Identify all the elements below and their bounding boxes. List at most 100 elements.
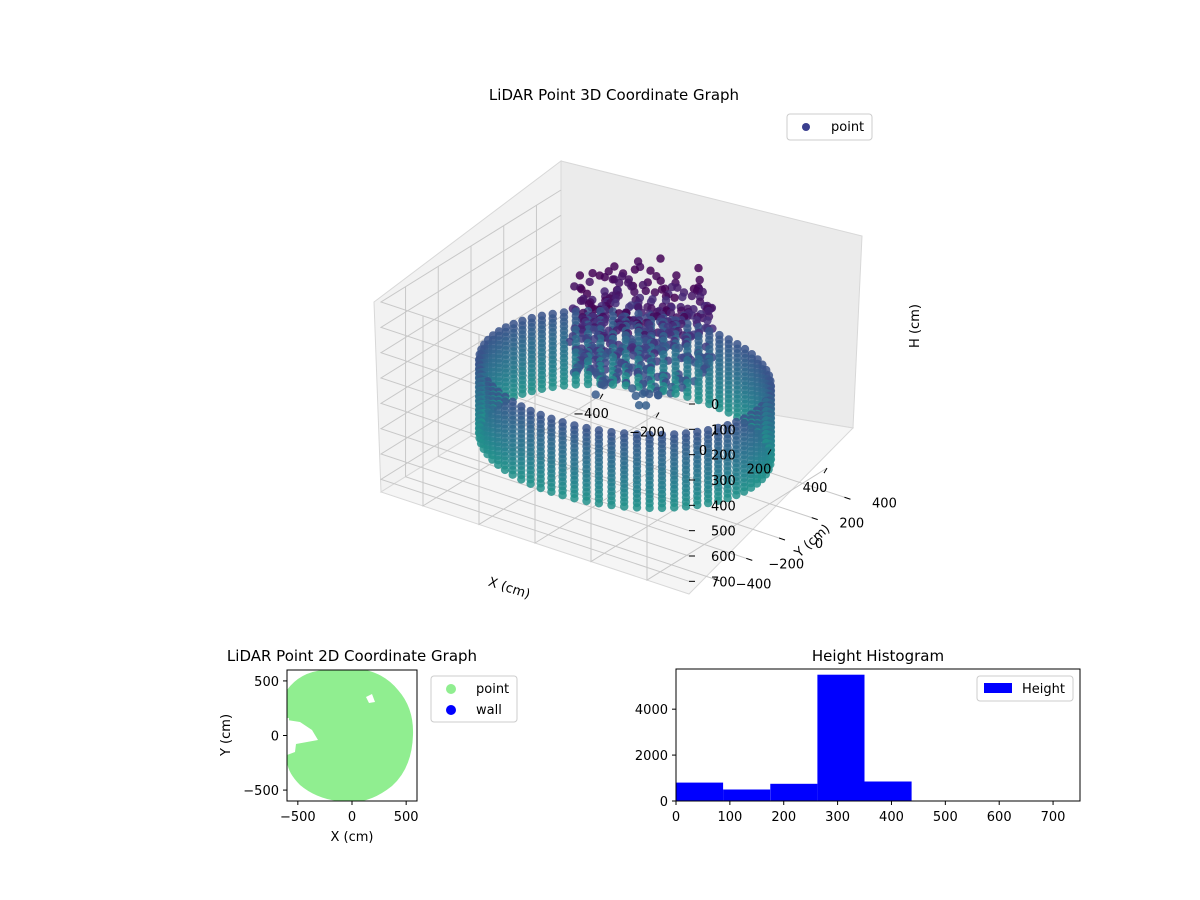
- legend-2d-marker-wall: [446, 705, 456, 715]
- z-tick-label-3d: 100: [711, 423, 736, 438]
- point-3d: [583, 379, 593, 389]
- legend-2d-marker-point: [446, 684, 456, 694]
- x-tick-label-histogram: 0: [672, 810, 680, 825]
- point-3d: [703, 498, 713, 508]
- histogram-bar: [676, 782, 724, 801]
- chart-2d: LiDAR Point 2D Coordinate Graph −500 0 500…: [219, 647, 518, 845]
- point-3d: [571, 380, 580, 389]
- point-3d: [611, 299, 620, 308]
- point-3d: [600, 273, 609, 282]
- x-tick-label-2d: −500: [280, 810, 316, 825]
- point-3d: [526, 479, 535, 488]
- z-tick-label-3d: 600: [711, 550, 736, 565]
- legend-histogram-label: Height: [1022, 682, 1065, 697]
- x-tick-label-histogram: 300: [825, 810, 850, 825]
- point-3d: [631, 391, 640, 401]
- point-3d: [634, 382, 643, 391]
- point-3d: [739, 487, 749, 496]
- point-3d: [656, 276, 665, 285]
- point-3d: [671, 389, 680, 398]
- point-3d: [678, 292, 687, 302]
- point-3d: [723, 493, 732, 503]
- z-axis-label-3d: H (cm): [908, 304, 923, 348]
- point-3d: [500, 465, 510, 475]
- point-3d: [548, 382, 557, 392]
- chart-histogram: Height Histogram 0 100 200 300 400 500 600 7000…: [635, 647, 1081, 825]
- point-3d: [661, 296, 671, 305]
- point-3d: [694, 395, 703, 405]
- plot-frame-histogram: [675, 668, 1081, 802]
- point-3d: [632, 503, 642, 512]
- point-3d: [558, 491, 567, 500]
- z-tick-label-3d: 400: [711, 499, 736, 514]
- point-3d: [645, 389, 654, 399]
- point-3d: [527, 386, 536, 396]
- x-tick-label-histogram: 100: [717, 810, 742, 825]
- x-tick-label-2d: 500: [394, 810, 419, 825]
- x-tick-label-3d: 0: [699, 444, 707, 459]
- point-3d: [617, 272, 627, 281]
- point-3d: [634, 401, 644, 410]
- point-3d: [687, 291, 697, 301]
- point-3d: [494, 460, 503, 469]
- legend-2d-label-point: point: [476, 682, 509, 697]
- point-3d: [695, 275, 704, 285]
- point-3d: [588, 269, 597, 278]
- y-axis-label-2d: Y (cm): [219, 714, 234, 757]
- point-3d: [752, 479, 762, 488]
- z-tick-label-3d: 700: [711, 575, 736, 590]
- x-tick-label-3d: −200: [629, 425, 665, 440]
- point-3d: [630, 287, 639, 297]
- x-tick-label-2d: 0: [348, 810, 356, 825]
- point-3d: [607, 500, 616, 510]
- x-axis-label-2d: X (cm): [331, 830, 374, 845]
- x-axis-label-3d: X (cm): [486, 575, 532, 603]
- point-region: [287, 670, 414, 801]
- legend-3d-marker-point: [802, 123, 810, 131]
- x-tick-label-3d: −400: [573, 407, 609, 422]
- point-3d: [630, 265, 640, 274]
- point-3d: [517, 475, 526, 484]
- point-3d: [518, 389, 527, 398]
- chart-3d: LiDAR Point 3D Coordinate Graph −400 −200…: [373, 86, 923, 603]
- z-tick-label-3d: 0: [711, 398, 719, 413]
- point-3d: [575, 271, 585, 280]
- point-3d: [670, 293, 679, 302]
- legend-histogram-box: [976, 675, 1074, 702]
- chart-3d-title: LiDAR Point 3D Coordinate Graph: [489, 86, 739, 104]
- point-3d: [536, 483, 545, 493]
- scatter-2d-area: [287, 670, 417, 801]
- x-tick-label-histogram: 200: [771, 810, 796, 825]
- point-3d: [589, 335, 599, 344]
- point-3d: [656, 254, 665, 263]
- y-axis-label-3d: Y (cm): [791, 522, 833, 562]
- y-tick-label-2d: 0: [271, 730, 279, 745]
- y-axis-3d: 400 200 0 −200 −400: [713, 496, 897, 593]
- legend-2d-label-wall: wall: [476, 703, 502, 718]
- point-3d: [537, 384, 547, 393]
- histogram-bar: [723, 789, 771, 801]
- legend-3d: point: [786, 113, 873, 141]
- point-3d: [508, 470, 517, 479]
- legend-3d-label-point: point: [831, 120, 864, 135]
- point-3d: [641, 286, 650, 296]
- x-axis-3d: −400 −200 0 200 400: [573, 393, 828, 496]
- histogram-bar: [770, 783, 818, 801]
- z-tick-label-3d: 300: [711, 474, 736, 489]
- y-tick-label-3d: 400: [872, 496, 897, 511]
- point-3d: [585, 277, 594, 287]
- point-3d: [559, 381, 569, 390]
- y-tick-label-2d: −500: [243, 784, 279, 799]
- legend-histogram: Height: [976, 675, 1074, 702]
- y-tick-label-3d: −400: [736, 578, 772, 593]
- point-region-gap: [366, 694, 375, 703]
- histogram-bar: [864, 781, 912, 801]
- axes-2d: −500 0 500 500 0 −500: [243, 675, 418, 825]
- point-3d: [620, 502, 629, 511]
- point-3d: [705, 399, 714, 409]
- point-3d: [670, 503, 679, 512]
- point-3d: [653, 391, 663, 400]
- y-tick-label-histogram: 4000: [635, 703, 668, 718]
- point-3d: [582, 496, 591, 506]
